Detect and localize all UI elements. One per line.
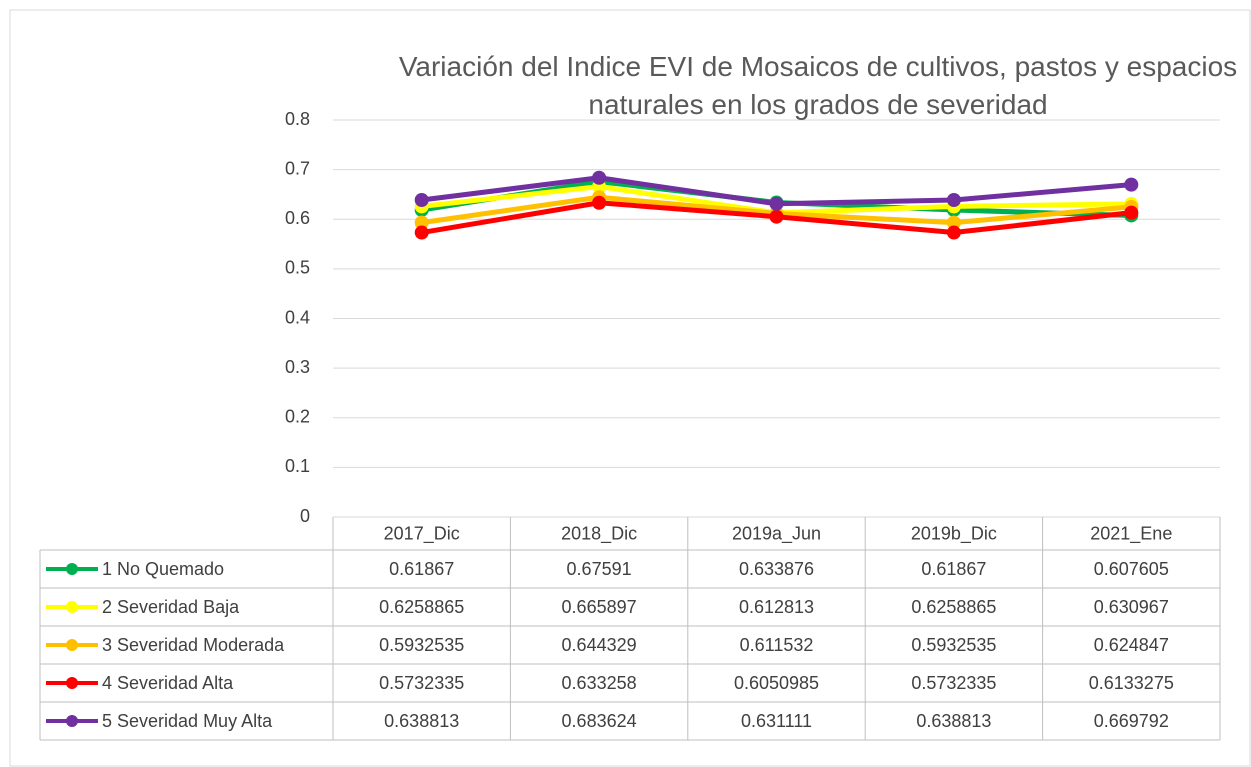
data-point	[946, 225, 961, 240]
legend-label: 1 No Quemado	[102, 559, 224, 579]
data-point	[414, 225, 429, 240]
data-point	[1124, 177, 1139, 192]
table-value: 0.67591	[567, 559, 632, 579]
x-tick-label: 2018_Dic	[561, 523, 637, 544]
legend-label: 5 Severidad Muy Alta	[102, 711, 273, 731]
chart-border	[9, 9, 1251, 767]
y-tick-label: 0.4	[285, 307, 310, 327]
table-value: 0.5932535	[911, 635, 996, 655]
table-value: 0.624847	[1094, 635, 1169, 655]
table-value: 0.61867	[389, 559, 454, 579]
table-value: 0.633258	[562, 673, 637, 693]
table-value: 0.61867	[921, 559, 986, 579]
data-point	[769, 196, 784, 211]
legend-marker	[66, 639, 78, 651]
table-value: 0.638813	[916, 711, 991, 731]
legend-marker	[66, 563, 78, 575]
data-point	[769, 209, 784, 224]
data-point	[414, 215, 429, 230]
table-value: 0.607605	[1094, 559, 1169, 579]
legend-label: 4 Severidad Alta	[102, 673, 234, 693]
table-value: 0.644329	[562, 635, 637, 655]
y-tick-label: 0.8	[285, 109, 310, 129]
table-value: 0.669792	[1094, 711, 1169, 731]
table-value: 0.631111	[741, 711, 812, 731]
x-tick-label: 2019a_Jun	[732, 523, 821, 544]
x-tick-label: 2019b_Dic	[911, 523, 997, 544]
chart-title: Variación del Indice EVI de Mosaicos de …	[398, 51, 1238, 120]
y-tick-label: 0.1	[285, 456, 310, 476]
table-value: 0.633876	[739, 559, 814, 579]
legend-label: 3 Severidad Moderada	[102, 635, 285, 655]
table-value: 0.5932535	[379, 635, 464, 655]
y-tick-label: 0.2	[285, 407, 310, 427]
data-point	[592, 170, 607, 185]
x-tick-label: 2021_Ene	[1090, 523, 1172, 544]
table-value: 0.638813	[384, 711, 459, 731]
table-value: 0.6258865	[911, 597, 996, 617]
y-tick-label: 0.6	[285, 208, 310, 228]
table-value: 0.5732335	[379, 673, 464, 693]
x-tick-label: 2017_Dic	[384, 523, 460, 544]
legend-label: 2 Severidad Baja	[102, 597, 240, 617]
legend-marker	[66, 677, 78, 689]
table-value: 0.683624	[562, 711, 637, 731]
table-value: 0.6133275	[1089, 673, 1174, 693]
y-tick-label: 0.7	[285, 158, 310, 178]
y-tick-label: 0	[300, 506, 310, 526]
table-value: 0.611532	[740, 635, 814, 655]
table-value: 0.6050985	[734, 673, 819, 693]
legend-marker	[66, 601, 78, 613]
table-value: 0.6258865	[379, 597, 464, 617]
table-value: 0.612813	[739, 597, 814, 617]
data-point	[592, 195, 607, 210]
table-value: 0.665897	[562, 597, 637, 617]
table-value: 0.5732335	[911, 673, 996, 693]
y-tick-label: 0.5	[285, 258, 310, 278]
data-point	[414, 192, 429, 207]
legend-marker	[66, 715, 78, 727]
data-point	[946, 215, 961, 230]
y-tick-label: 0.3	[285, 357, 310, 377]
table-value: 0.630967	[1094, 597, 1169, 617]
data-point	[1124, 205, 1139, 220]
data-point	[946, 192, 961, 207]
